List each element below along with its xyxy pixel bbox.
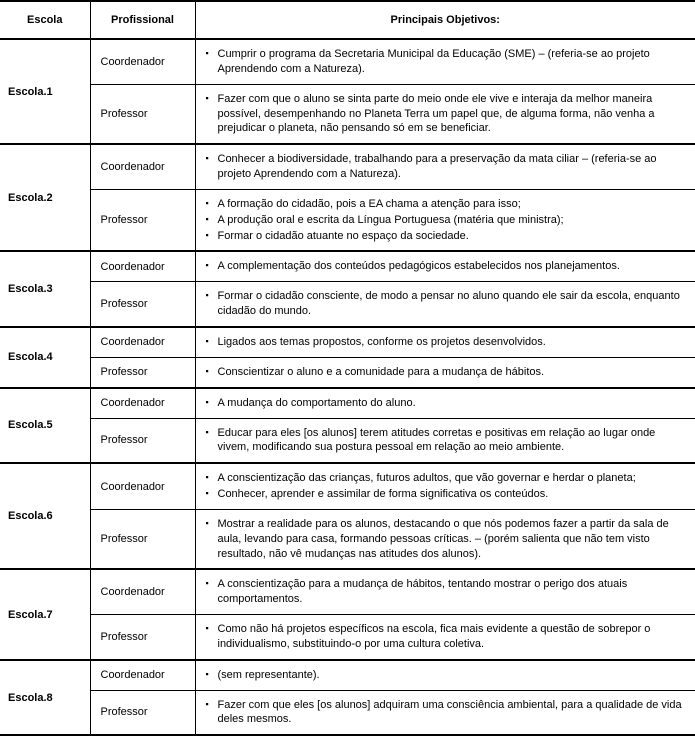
table-row: ProfessorFazer com que o aluno se sinta … (0, 84, 695, 144)
objetivos-cell: A formação do cidadão, pois a EA chama a… (195, 189, 695, 251)
objetivos-cell: Como não há projetos específicos na esco… (195, 615, 695, 660)
table-row: Escola.6CoordenadorA conscientização das… (0, 463, 695, 509)
table-row: Professor Formar o cidadão consciente, de… (0, 282, 695, 327)
profissional-cell: Coordenador (90, 388, 195, 418)
table-row: Escola.7CoordenadorA conscientização par… (0, 569, 695, 614)
profissional-cell: Professor (90, 84, 195, 144)
profissional-cell: Coordenador (90, 569, 195, 614)
objective-item: A formação do cidadão, pois a EA chama a… (204, 197, 688, 212)
table-row: Professor Educar para eles [os alunos] te… (0, 418, 695, 463)
header-escola: Escola (0, 1, 90, 39)
table-row: Escola.4CoordenadorLigados aos temas pro… (0, 327, 695, 357)
objective-item: A conscientização das crianças, futuros … (204, 471, 688, 486)
table-row: Professor Conscientizar o aluno e a comun… (0, 357, 695, 387)
objetivos-cell: Fazer com que o aluno se sinta parte do … (195, 84, 695, 144)
objectives-table: Escola Profissional Principais Objetivos… (0, 0, 695, 736)
objective-item: A complementação dos conteúdos pedagógic… (204, 259, 688, 274)
profissional-cell: Professor (90, 615, 195, 660)
profissional-cell: Coordenador (90, 39, 195, 84)
profissional-cell: Coordenador (90, 251, 195, 281)
escola-cell: Escola.5 (0, 388, 90, 464)
profissional-cell: Coordenador (90, 327, 195, 357)
escola-cell: Escola.4 (0, 327, 90, 388)
objective-item: Conscientizar o aluno e a comunidade par… (204, 365, 688, 380)
escola-cell: Escola.3 (0, 251, 90, 327)
table-row: Escola.8Coordenador(sem representante). (0, 660, 695, 690)
objetivos-cell: Fazer com que eles [os alunos] adquiram … (195, 690, 695, 735)
objective-item: Mostrar a realidade para os alunos, dest… (204, 517, 688, 562)
objetivos-cell: (sem representante). (195, 660, 695, 690)
objetivos-cell: A mudança do comportamento do aluno. (195, 388, 695, 418)
objective-item: Cumprir o programa da Secretaria Municip… (204, 47, 688, 77)
profissional-cell: Coordenador (90, 660, 195, 690)
profissional-cell: Coordenador (90, 144, 195, 189)
table-row: Escola.5CoordenadorA mudança do comporta… (0, 388, 695, 418)
objective-item: Conhecer a biodiversidade, trabalhando p… (204, 152, 688, 182)
objetivos-cell: Conhecer a biodiversidade, trabalhando p… (195, 144, 695, 189)
objetivos-cell: A conscientização das crianças, futuros … (195, 463, 695, 509)
objective-item: Educar para eles [os alunos] terem atitu… (204, 426, 688, 456)
objetivos-cell: Educar para eles [os alunos] terem atitu… (195, 418, 695, 463)
profissional-cell: Professor (90, 189, 195, 251)
table-row: Professor Fazer com que eles [os alunos] … (0, 690, 695, 735)
profissional-cell: Professor (90, 690, 195, 735)
objetivos-cell: Formar o cidadão consciente, de modo a p… (195, 282, 695, 327)
profissional-cell: Coordenador (90, 463, 195, 509)
objective-item: Fazer com que o aluno se sinta parte do … (204, 92, 688, 137)
table-row: Professor Como não há projetos específico… (0, 615, 695, 660)
profissional-cell: Professor (90, 418, 195, 463)
escola-cell: Escola.7 (0, 569, 90, 659)
header-objetivos: Principais Objetivos: (195, 1, 695, 39)
objective-item: Formar o cidadão consciente, de modo a p… (204, 289, 688, 319)
objective-item: A conscientização para a mudança de hábi… (204, 577, 688, 607)
table-row: Professor A formação do cidadão, pois a E… (0, 189, 695, 251)
table-row: ProfessorMostrar a realidade para os alu… (0, 509, 695, 569)
escola-cell: Escola.2 (0, 144, 90, 251)
table-row: Escola.3CoordenadorA complementação dos … (0, 251, 695, 281)
objective-item: Conhecer, aprender e assimilar de forma … (204, 487, 688, 502)
profissional-cell: Professor (90, 357, 195, 387)
objective-item: A produção oral e escrita da Língua Port… (204, 213, 688, 228)
objetivos-cell: Ligados aos temas propostos, conforme os… (195, 327, 695, 357)
profissional-cell: Professor (90, 282, 195, 327)
objetivos-cell: A conscientização para a mudança de hábi… (195, 569, 695, 614)
objective-item: Ligados aos temas propostos, conforme os… (204, 335, 688, 350)
objective-item: Fazer com que eles [os alunos] adquiram … (204, 698, 688, 728)
objetivos-cell: Conscientizar o aluno e a comunidade par… (195, 357, 695, 387)
table-header-row: Escola Profissional Principais Objetivos… (0, 1, 695, 39)
objective-item: A mudança do comportamento do aluno. (204, 396, 688, 411)
escola-cell: Escola.1 (0, 39, 90, 144)
header-profissional: Profissional (90, 1, 195, 39)
objective-item: Formar o cidadão atuante no espaço da so… (204, 229, 688, 244)
objetivos-cell: Cumprir o programa da Secretaria Municip… (195, 39, 695, 84)
escola-cell: Escola.8 (0, 660, 90, 736)
profissional-cell: Professor (90, 509, 195, 569)
objective-item: Como não há projetos específicos na esco… (204, 622, 688, 652)
table-row: Escola.2CoordenadorConhecer a biodiversi… (0, 144, 695, 189)
objetivos-cell: Mostrar a realidade para os alunos, dest… (195, 509, 695, 569)
objetivos-cell: A complementação dos conteúdos pedagógic… (195, 251, 695, 281)
escola-cell: Escola.6 (0, 463, 90, 569)
table-row: Escola.1CoordenadorCumprir o programa da… (0, 39, 695, 84)
objective-item: (sem representante). (204, 668, 688, 683)
